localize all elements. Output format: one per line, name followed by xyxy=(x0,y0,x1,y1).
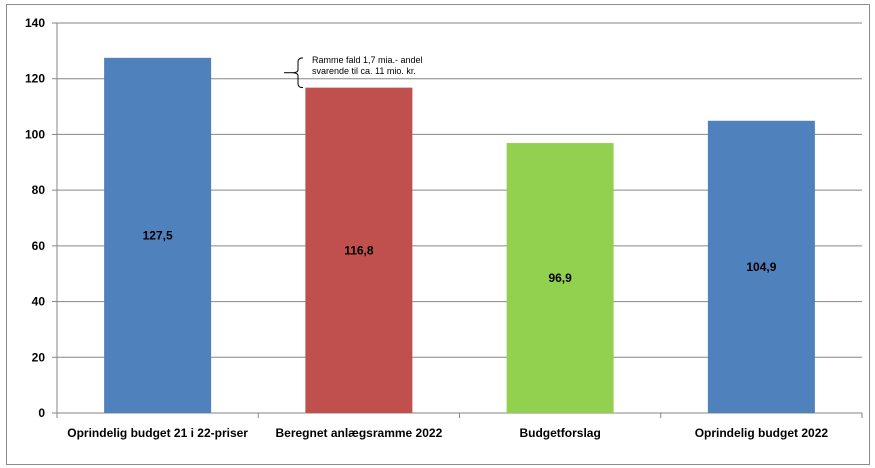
y-tick-label: 40 xyxy=(32,295,46,309)
bar xyxy=(104,57,212,413)
annotation-brace xyxy=(291,57,304,89)
y-tick-label: 60 xyxy=(32,239,46,253)
y-tick-label: 120 xyxy=(25,72,45,86)
bar xyxy=(506,143,614,414)
bar xyxy=(305,87,413,413)
data-label: 127,5 xyxy=(143,228,173,242)
category-label: Budgetforslag xyxy=(519,426,600,440)
annotation-text-line: svarende til ca. 11 mio. kr. xyxy=(312,66,416,76)
y-tick-label: 0 xyxy=(38,406,45,420)
labels: 0 20 40 60 80 100 120 140 127,5 Oprindelig budget… xyxy=(25,16,828,440)
bars xyxy=(104,57,815,414)
data-label: 96,9 xyxy=(548,271,572,285)
annotation-text-line: Ramme fald 1,7 mia.- andel xyxy=(312,55,423,65)
category-label: Oprindelig budget 2022 xyxy=(695,426,829,440)
y-tick-label: 80 xyxy=(32,183,46,197)
bar xyxy=(707,120,815,414)
data-label: 116,8 xyxy=(344,243,374,257)
y-tick-label: 140 xyxy=(25,16,45,30)
y-tick-label: 20 xyxy=(32,350,46,364)
category-label: Oprindelig budget 21 i 22-priser xyxy=(67,426,248,440)
category-label: Beregnet anlægsramme 2022 xyxy=(276,426,443,440)
y-tick-label: 100 xyxy=(25,127,45,141)
data-label: 104,9 xyxy=(746,260,776,274)
